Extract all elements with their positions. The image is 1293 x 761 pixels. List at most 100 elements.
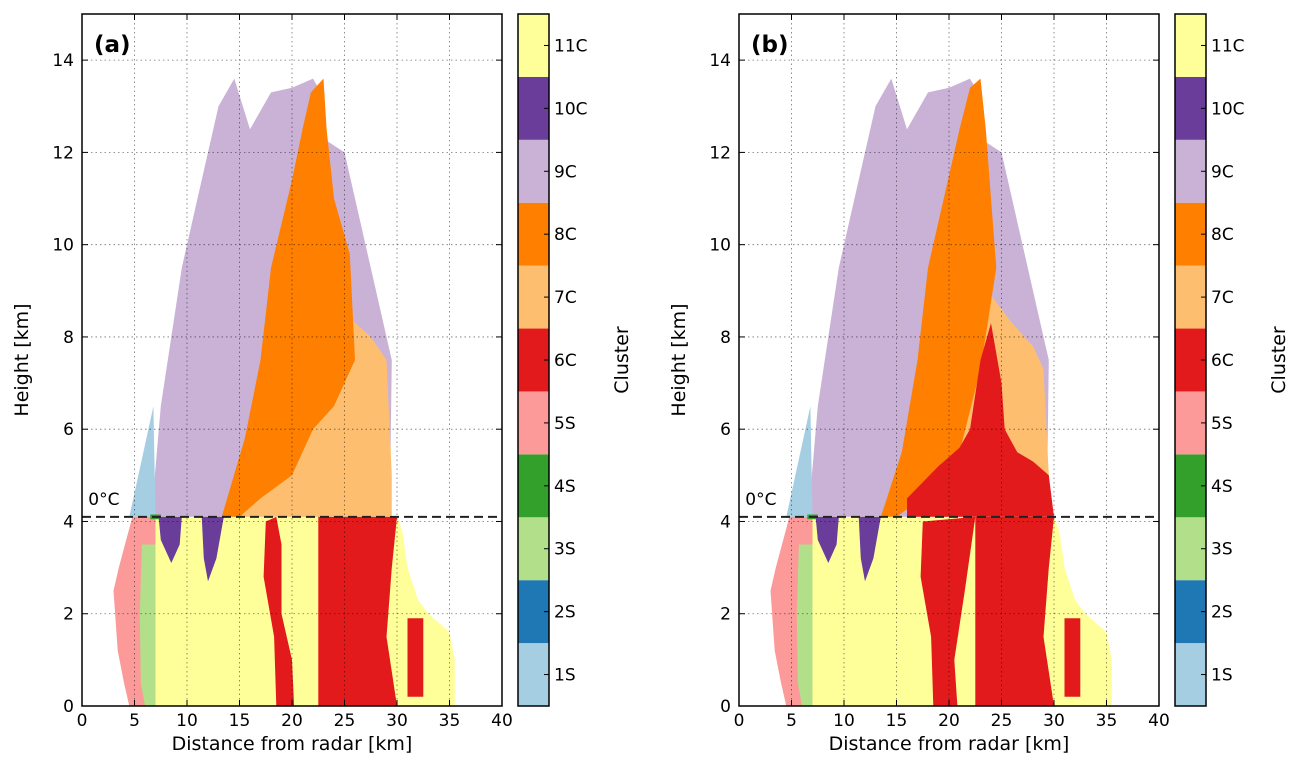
x-tick-label: 35	[1096, 711, 1118, 731]
colorbar-tick-label: 2S	[1211, 603, 1233, 623]
colorbar-swatch-8C	[518, 202, 549, 266]
colorbar-swatch-6C	[518, 328, 549, 392]
x-tick-label: 0	[734, 711, 745, 731]
colorbar-swatch-2S	[1175, 580, 1206, 644]
colorbar-tick-label: 3S	[554, 540, 576, 560]
x-tick-label: 25	[334, 711, 356, 731]
y-tick-label: 0	[720, 697, 731, 717]
colorbar-swatch-11C	[1175, 14, 1206, 77]
colorbar-tick-label: 10C	[554, 99, 588, 119]
x-tick-label: 40	[491, 711, 513, 731]
x-tick-label: 30	[386, 711, 408, 731]
cluster-region-8C	[880, 78, 997, 517]
colorbar-tick-label: 5S	[1211, 414, 1233, 434]
y-axis-label: Height [km]	[668, 303, 690, 416]
cluster-region-1S	[786, 406, 813, 517]
chart-0-region-layer	[113, 78, 455, 706]
y-tick-label: 10	[709, 236, 731, 256]
colorbar-tick-label: 6C	[1211, 351, 1234, 371]
colorbar-frame	[1174, 13, 1207, 707]
y-tick-label: 14	[709, 51, 731, 71]
colorbar-tick-label: 11C	[554, 36, 588, 56]
colorbar-tick-label: 1S	[1211, 666, 1233, 686]
colorbar-swatch-10C	[518, 76, 549, 140]
y-tick-label: 12	[52, 143, 74, 163]
x-tick-label: 20	[938, 711, 960, 731]
cluster-region-6C	[920, 516, 976, 706]
x-tick-label: 15	[886, 711, 908, 731]
x-tick-label: 35	[439, 711, 461, 731]
y-tick-label: 4	[63, 512, 74, 532]
x-tick-label: 5	[786, 711, 797, 731]
cluster-region-1S	[129, 406, 156, 517]
cluster-region-10C	[815, 516, 839, 563]
y-tick-label: 10	[52, 236, 74, 256]
x-tick-label: 0	[77, 711, 88, 731]
x-tick-label: 25	[991, 711, 1013, 731]
x-tick-label: 15	[229, 711, 251, 731]
colorbar-swatch-7C	[1175, 265, 1206, 329]
colorbar-swatch-4S	[1175, 454, 1206, 518]
colorbar-swatch-1S	[518, 643, 549, 706]
y-tick-label: 8	[720, 328, 731, 348]
colorbar-swatch-11C	[518, 14, 549, 77]
y-tick-label: 4	[720, 512, 731, 532]
colorbar-tick-label: 8C	[554, 225, 577, 245]
colorbar-swatch-9C	[1175, 139, 1206, 203]
colorbar-tick-label: 10C	[1211, 99, 1245, 119]
colorbar-tick-label: 7C	[554, 288, 577, 308]
colorbar-tick-label: 5S	[554, 414, 576, 434]
colorbar-swatch-5S	[518, 391, 549, 455]
colorbar-tick-label: 9C	[554, 162, 577, 182]
colorbar-tick-label: 4S	[554, 477, 576, 497]
colorbar-tick-label: 2S	[554, 603, 576, 623]
y-tick-label: 12	[709, 143, 731, 163]
cluster-region-6C	[1064, 618, 1081, 697]
colorbar-tick-label: 3S	[1211, 540, 1233, 560]
freezing-level-label: 0°C	[745, 490, 776, 510]
colorbar-swatch-2S	[518, 580, 549, 644]
cluster-region-6C	[263, 516, 295, 706]
cluster-region-10C	[201, 516, 224, 582]
colorbar-tick-label: 7C	[1211, 288, 1234, 308]
colorbar-tick-label: 6C	[554, 351, 577, 371]
x-tick-label: 10	[176, 711, 198, 731]
y-tick-label: 6	[720, 420, 731, 440]
colorbar-swatch-1S	[1175, 643, 1206, 706]
x-tick-label: 20	[281, 711, 303, 731]
x-axis-label: Distance from radar [km]	[829, 733, 1070, 755]
freezing-level-label: 0°C	[88, 490, 119, 510]
cluster-region-6C	[318, 516, 397, 706]
colorbar-frame	[517, 13, 550, 707]
y-tick-label: 0	[63, 697, 74, 717]
colorbar-swatch-4S	[518, 454, 549, 518]
colorbar-tick-label: 9C	[1211, 162, 1234, 182]
colorbar-swatch-10C	[1175, 76, 1206, 140]
x-tick-label: 5	[129, 711, 140, 731]
x-axis-label: Distance from radar [km]	[172, 733, 413, 755]
chart-1-region-layer	[770, 78, 1112, 706]
colorbar-tick-label: 4S	[1211, 477, 1233, 497]
cluster-region-10C	[158, 516, 182, 563]
x-tick-label: 30	[1043, 711, 1065, 731]
panel-label: (b)	[751, 32, 789, 58]
y-axis-label: Height [km]	[11, 303, 33, 416]
colorbar-swatch-5S	[1175, 391, 1206, 455]
y-tick-label: 8	[63, 328, 74, 348]
cluster-region-8C	[221, 78, 355, 517]
colorbar-swatch-6C	[1175, 328, 1206, 392]
x-tick-label: 40	[1148, 711, 1170, 731]
y-tick-label: 2	[63, 605, 74, 625]
colorbar-tick-label: 1S	[554, 666, 576, 686]
x-tick-label: 10	[833, 711, 855, 731]
colorbar-tick-label: 11C	[1211, 36, 1245, 56]
panel-label: (a)	[94, 32, 131, 58]
y-tick-label: 14	[52, 51, 74, 71]
y-tick-label: 2	[720, 605, 731, 625]
colorbar-label: Cluster	[611, 326, 633, 394]
colorbar-tick-label: 8C	[1211, 225, 1234, 245]
colorbar-label: Cluster	[1268, 326, 1290, 394]
cluster-region-3S	[139, 544, 156, 706]
cluster-region-10C	[858, 516, 881, 582]
